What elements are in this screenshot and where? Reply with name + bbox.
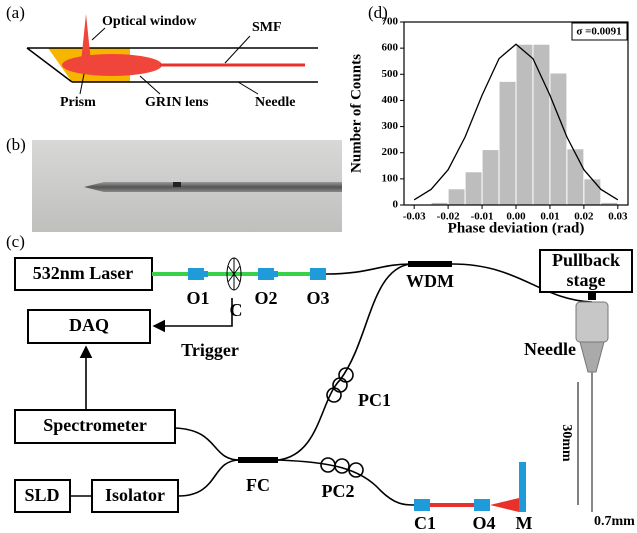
mount <box>588 292 596 300</box>
label: Spectrometer <box>43 415 147 435</box>
label: stage <box>567 270 606 290</box>
label: O1 <box>186 288 209 308</box>
wdm <box>408 261 452 267</box>
bar <box>584 179 601 205</box>
y-tick-label: 700 <box>382 16 399 28</box>
bar <box>567 149 584 205</box>
y-tick-label: 300 <box>382 120 399 132</box>
label: Prism <box>60 95 96 110</box>
hub-tip <box>580 342 604 372</box>
y-tick-label: 600 <box>382 42 399 54</box>
bar <box>516 44 533 205</box>
pc1 <box>327 368 353 402</box>
hub <box>576 302 608 342</box>
prism <box>77 55 95 73</box>
window <box>173 182 181 187</box>
x-tick-label: 0.03 <box>608 211 628 223</box>
label: Trigger <box>181 340 239 360</box>
y-tick-label: 0 <box>393 199 399 211</box>
fc <box>238 457 278 463</box>
label: 30mm <box>559 424 574 462</box>
label: O2 <box>254 288 277 308</box>
bar <box>533 44 550 205</box>
panel-label: (c) <box>6 232 25 251</box>
label: SMF <box>252 20 282 35</box>
y-tick-label: 500 <box>382 68 399 80</box>
fiber <box>278 264 410 460</box>
panel-label: (a) <box>6 3 25 22</box>
focus <box>490 498 519 512</box>
y-tick-label: 100 <box>382 172 399 184</box>
label: O4 <box>472 513 495 533</box>
label: Pullback <box>552 250 620 270</box>
grin-lens <box>62 54 162 76</box>
label: FC <box>246 475 270 495</box>
fiber <box>178 460 240 496</box>
x-tick-label: -0.03 <box>403 211 426 223</box>
annotation: σ =0.0091 <box>576 26 621 38</box>
label: PC2 <box>322 481 355 501</box>
figure: (a) Optical window SMF Prism GRIN lens N… <box>0 0 637 533</box>
bar <box>448 189 465 205</box>
label: PC1 <box>358 390 391 410</box>
bar <box>465 172 482 205</box>
label: Optical window <box>102 14 197 29</box>
label: 532nm Laser <box>33 263 134 283</box>
label: DAQ <box>69 315 109 335</box>
bar <box>550 73 567 205</box>
label: C1 <box>414 513 436 533</box>
label: Needle <box>255 95 295 110</box>
y-tick-label: 400 <box>382 94 399 106</box>
y-tick-label: 200 <box>382 146 399 158</box>
label: Needle <box>524 339 576 359</box>
label: SLD <box>24 485 59 505</box>
label: WDM <box>406 271 454 291</box>
label: 0.7mm <box>594 514 635 529</box>
panel-label: (b) <box>6 135 26 154</box>
label: GRIN lens <box>145 95 209 110</box>
y-axis-title: Number of Counts <box>348 54 364 173</box>
label: M <box>516 513 533 533</box>
needle-photo <box>84 182 342 192</box>
bar <box>499 81 516 205</box>
bar <box>482 150 499 205</box>
fiber <box>175 428 240 460</box>
x-axis-title: Phase deviation (rad) <box>448 220 585 236</box>
label: O3 <box>306 288 329 308</box>
label: Isolator <box>105 485 165 505</box>
